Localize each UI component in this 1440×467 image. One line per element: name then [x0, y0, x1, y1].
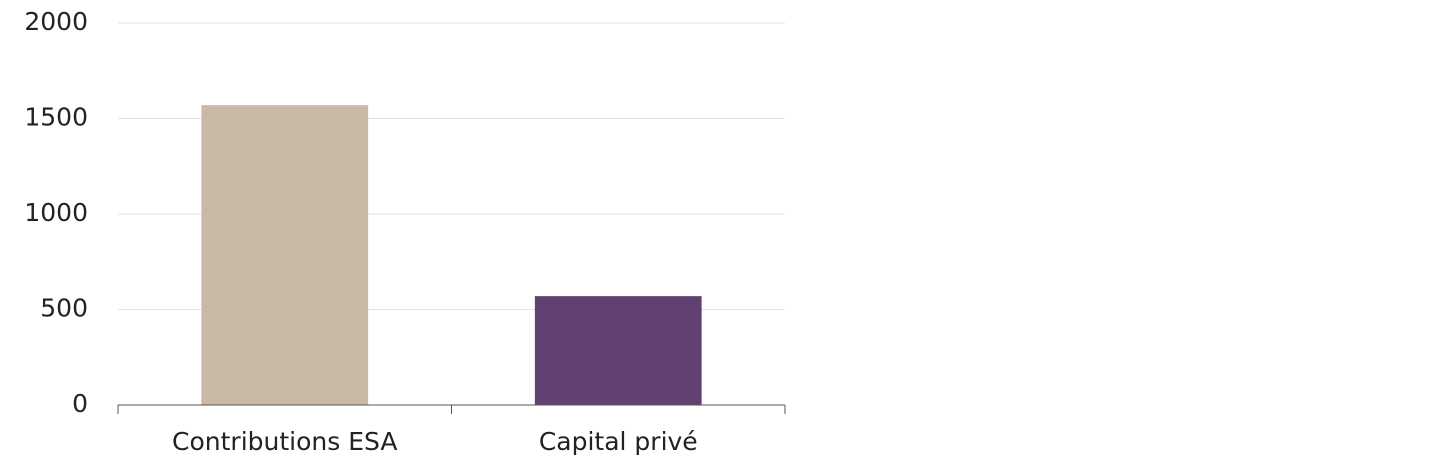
y-tick-label: 1500: [24, 103, 88, 132]
x-tick-label: Capital privé: [539, 427, 698, 456]
y-tick-label: 2000: [24, 7, 88, 36]
y-tick-label: 1000: [24, 198, 88, 227]
y-tick-label: 0: [72, 389, 88, 418]
x-tick-label: Contributions ESA: [172, 427, 397, 456]
bar: [201, 105, 369, 405]
y-tick-label: 500: [40, 294, 88, 323]
bar: [534, 296, 702, 405]
